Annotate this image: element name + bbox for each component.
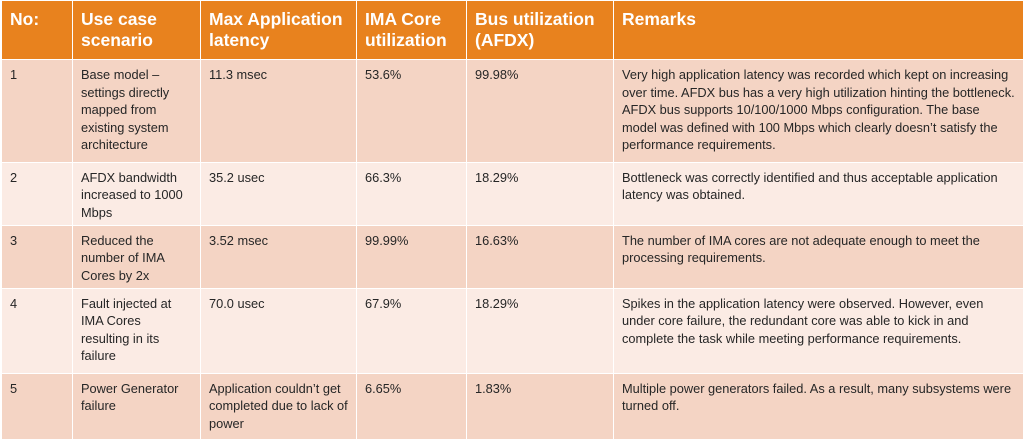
cell-bus-utilization: 16.63% bbox=[466, 224, 614, 289]
table-row: 4 Fault injected at IMA Cores resulting … bbox=[1, 287, 1024, 374]
cell-no: 1 bbox=[1, 59, 73, 163]
header-remarks: Remarks bbox=[613, 0, 1024, 60]
cell-scenario: Fault injected at IMA Cores resulting in… bbox=[72, 287, 201, 374]
cell-core-utilization: 66.3% bbox=[356, 161, 467, 226]
table-row: 2 AFDX bandwidth increased to 1000 Mbps … bbox=[1, 161, 1024, 226]
cell-scenario: Power Generator failure bbox=[72, 372, 201, 441]
cell-scenario: Reduced the number of IMA Cores by 2x bbox=[72, 224, 201, 289]
cell-bus-utilization: 1.83% bbox=[466, 372, 614, 441]
header-use-case-scenario: Use case scenario bbox=[72, 0, 201, 60]
cell-core-utilization: 99.99% bbox=[356, 224, 467, 289]
cell-scenario: AFDX bandwidth increased to 1000 Mbps bbox=[72, 161, 201, 226]
cell-remarks: Spikes in the application latency were o… bbox=[613, 287, 1024, 374]
cell-no: 2 bbox=[1, 161, 73, 226]
header-max-application-latency: Max Application latency bbox=[200, 0, 357, 60]
header-bus-utilization: Bus utilization (AFDX) bbox=[466, 0, 614, 60]
cell-latency: 70.0 usec bbox=[200, 287, 357, 374]
header-ima-core-utilization: IMA Core utilization bbox=[356, 0, 467, 60]
header-no: No: bbox=[1, 0, 73, 60]
cell-remarks: Bottleneck was correctly identified and … bbox=[613, 161, 1024, 226]
cell-latency: 11.3 msec bbox=[200, 59, 357, 163]
table-row: 1 Base model – settings directly mapped … bbox=[1, 59, 1024, 163]
cell-no: 3 bbox=[1, 224, 73, 289]
cell-core-utilization: 53.6% bbox=[356, 59, 467, 163]
cell-scenario: Base model – settings directly mapped fr… bbox=[72, 59, 201, 163]
cell-no: 4 bbox=[1, 287, 73, 374]
table-row: 5 Power Generator failure Application co… bbox=[1, 372, 1024, 441]
cell-bus-utilization: 18.29% bbox=[466, 287, 614, 374]
header-row: No: Use case scenario Max Application la… bbox=[1, 0, 1024, 60]
cell-remarks: Very high application latency was record… bbox=[613, 59, 1024, 163]
cell-latency: 35.2 usec bbox=[200, 161, 357, 226]
cell-latency: Application couldn’t get completed due t… bbox=[200, 372, 357, 441]
cell-bus-utilization: 99.98% bbox=[466, 59, 614, 163]
table-row: 3 Reduced the number of IMA Cores by 2x … bbox=[1, 224, 1024, 289]
cell-remarks: Multiple power generators failed. As a r… bbox=[613, 372, 1024, 441]
cell-remarks: The number of IMA cores are not adequate… bbox=[613, 224, 1024, 289]
cell-core-utilization: 67.9% bbox=[356, 287, 467, 374]
cell-no: 5 bbox=[1, 372, 73, 441]
cell-core-utilization: 6.65% bbox=[356, 372, 467, 441]
cell-latency: 3.52 msec bbox=[200, 224, 357, 289]
cell-bus-utilization: 18.29% bbox=[466, 161, 614, 226]
